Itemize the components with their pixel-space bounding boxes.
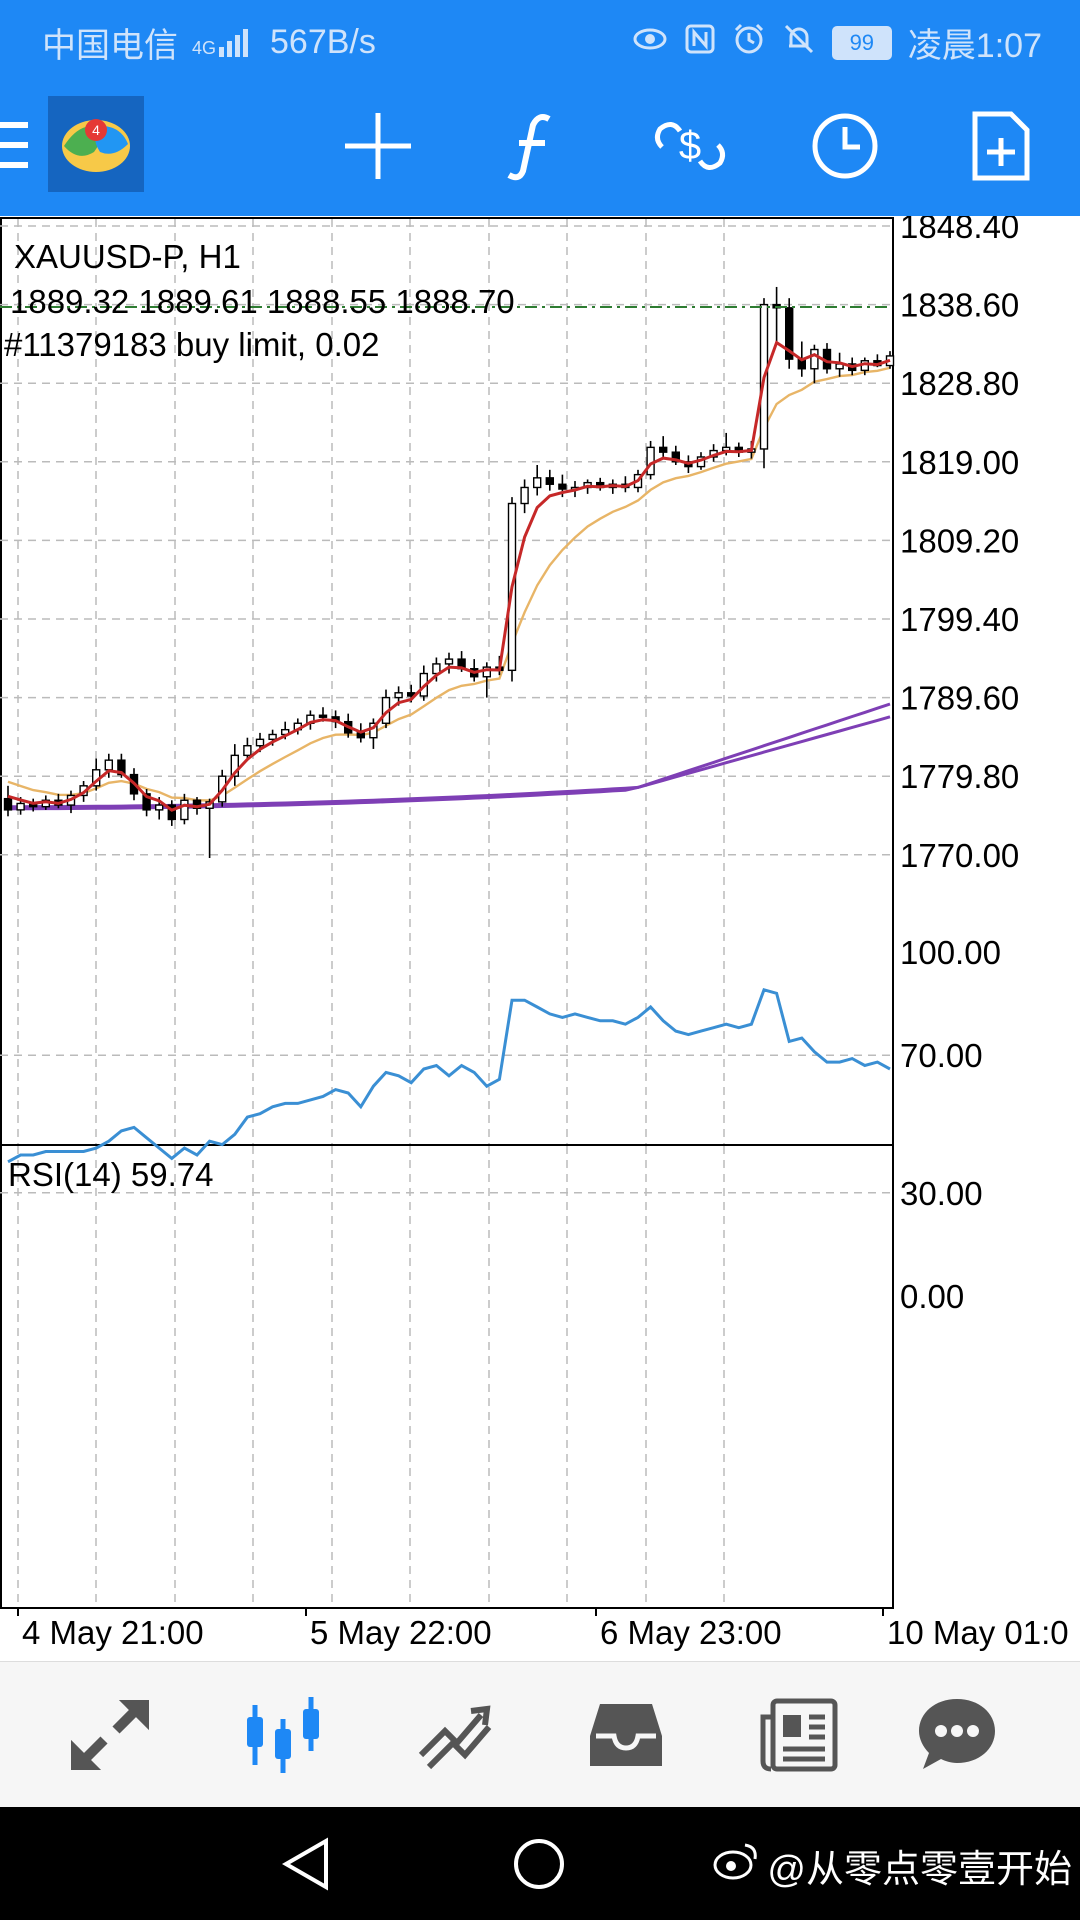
- status-right: 99 凌晨1:07: [632, 18, 1042, 67]
- status-left: 中国电信 4G 567B/s: [42, 18, 376, 67]
- candle-body: [268, 733, 277, 741]
- price-label: 1848.40: [900, 216, 1019, 245]
- candle-body: [16, 802, 25, 811]
- quotes-icon[interactable]: [65, 1690, 155, 1780]
- timeframe-icon[interactable]: [803, 104, 887, 188]
- indicators-icon[interactable]: [491, 104, 575, 188]
- metatrader-logo[interactable]: 4: [48, 96, 144, 192]
- candle-body: [671, 451, 680, 463]
- grid: [0, 219, 892, 1607]
- candle-body: [394, 692, 403, 699]
- ma-fast-line: [7, 340, 891, 812]
- price-label: 1828.80: [900, 365, 1019, 402]
- chart-icon[interactable]: [238, 1690, 328, 1780]
- candle-body: [167, 804, 177, 821]
- nfc-icon: [684, 23, 716, 63]
- rsi-pane-frame: [0, 1144, 894, 1609]
- messages-icon[interactable]: [912, 1690, 1002, 1780]
- price-chart[interactable]: 1848.40 1838.60 1828.80 1819.00 1809.20 1799.…: [0, 208, 1080, 1661]
- rsi-label: RSI(14) 59.74: [8, 1156, 213, 1193]
- rsi-level-label: 0.00: [900, 1278, 964, 1315]
- price-label: 1779.80: [900, 758, 1019, 795]
- trade-icon[interactable]: $: [648, 104, 732, 188]
- rsi-line: [7, 987, 891, 1164]
- candle-body: [810, 348, 819, 370]
- candle-body: [558, 483, 567, 490]
- battery-icon: 99: [831, 25, 892, 60]
- status-bar: 中国电信 4G 567B/s 99 凌晨1:07: [0, 0, 1080, 76]
- chart-toolbar: 4 $: [0, 76, 1080, 216]
- signal-icon: 4G: [192, 28, 249, 58]
- candle-body: [243, 745, 252, 757]
- candle-body: [520, 486, 529, 505]
- svg-text:4: 4: [92, 122, 100, 138]
- main-pane-frame: [0, 217, 894, 1146]
- candle-body: [255, 738, 265, 747]
- candle-body: [318, 714, 328, 718]
- ohlc-label: 1889.32 1889.61 1888.55 1888.70: [10, 283, 515, 320]
- candle-body: [142, 793, 151, 811]
- menu-icon[interactable]: [0, 118, 30, 174]
- price-label: 1770.00: [900, 837, 1019, 874]
- candle-body: [180, 799, 189, 821]
- clock: 凌晨1:07: [907, 27, 1042, 65]
- candle-body: [104, 759, 114, 771]
- system-navigation: @从零点零壹开始: [0, 1807, 1080, 1920]
- news-icon[interactable]: [754, 1690, 844, 1780]
- battery-level: 99: [849, 29, 875, 55]
- candle-body: [154, 804, 164, 811]
- order-label: #11379183 buy limit, 0.02: [4, 326, 380, 363]
- price-label: 1819.00: [900, 444, 1019, 481]
- candle-body: [545, 477, 554, 485]
- svg-text:$: $: [679, 124, 701, 168]
- ma-fast-polyline: [7, 340, 891, 812]
- mute-icon: [782, 22, 816, 64]
- symbol-label: XAUUSD-P, H1: [14, 238, 241, 275]
- rsi-level-label: 70.00: [900, 1037, 983, 1074]
- trade-icon[interactable]: [410, 1690, 500, 1780]
- candle-body: [444, 658, 454, 665]
- history-icon[interactable]: [581, 1690, 671, 1780]
- ma-slow-polyline: [7, 366, 891, 802]
- candle-body: [117, 759, 126, 776]
- candle-body: [230, 754, 240, 777]
- new-order-icon[interactable]: [959, 104, 1043, 188]
- carrier-name: 中国电信: [42, 27, 178, 65]
- alarm-icon: [732, 22, 766, 64]
- rsi-polyline: [7, 987, 891, 1164]
- home-icon[interactable]: [512, 1837, 566, 1896]
- candle-body: [3, 797, 13, 811]
- price-label: 1799.40: [900, 601, 1019, 638]
- eye-icon: [632, 24, 668, 62]
- rsi-level-label: 30.00: [900, 1175, 983, 1212]
- back-icon[interactable]: [280, 1837, 332, 1896]
- weibo-icon: [713, 1841, 759, 1891]
- price-axis: 1848.40 1838.60 1828.80 1819.00 1809.20 1799.…: [900, 208, 1019, 1315]
- chart-area[interactable]: 1848.40 1838.60 1828.80 1819.00 1809.20 1799.…: [0, 208, 1080, 1661]
- rsi-level-label: 100.00: [900, 934, 1001, 971]
- time-label: 5 May 22:00: [310, 1614, 492, 1651]
- time-label: 4 May 21:00: [22, 1614, 204, 1651]
- bottom-navigation: [0, 1661, 1080, 1808]
- price-label: 1789.60: [900, 680, 1019, 717]
- ma-slow-line: [7, 366, 891, 802]
- candle-body: [659, 446, 668, 453]
- watermark: @从零点零壹开始: [713, 1838, 1072, 1893]
- price-label: 1809.20: [900, 522, 1019, 559]
- watermark-text: @从零点零壹开始: [767, 1849, 1072, 1891]
- time-label: 10 May 01:0: [887, 1614, 1069, 1651]
- time-label: 6 May 23:00: [600, 1614, 782, 1651]
- price-label: 1838.60: [900, 287, 1019, 324]
- candle-body: [646, 446, 655, 476]
- network-speed: 567B/s: [270, 23, 376, 61]
- crosshair-icon[interactable]: [336, 104, 420, 188]
- candle-body: [785, 307, 794, 360]
- candle-body: [192, 799, 202, 809]
- network-type: 4G: [192, 37, 217, 58]
- candle-body: [533, 477, 542, 489]
- time-axis: 4 May 21:00 5 May 22:00 6 May 23:00 10 May …: [17, 1608, 1069, 1651]
